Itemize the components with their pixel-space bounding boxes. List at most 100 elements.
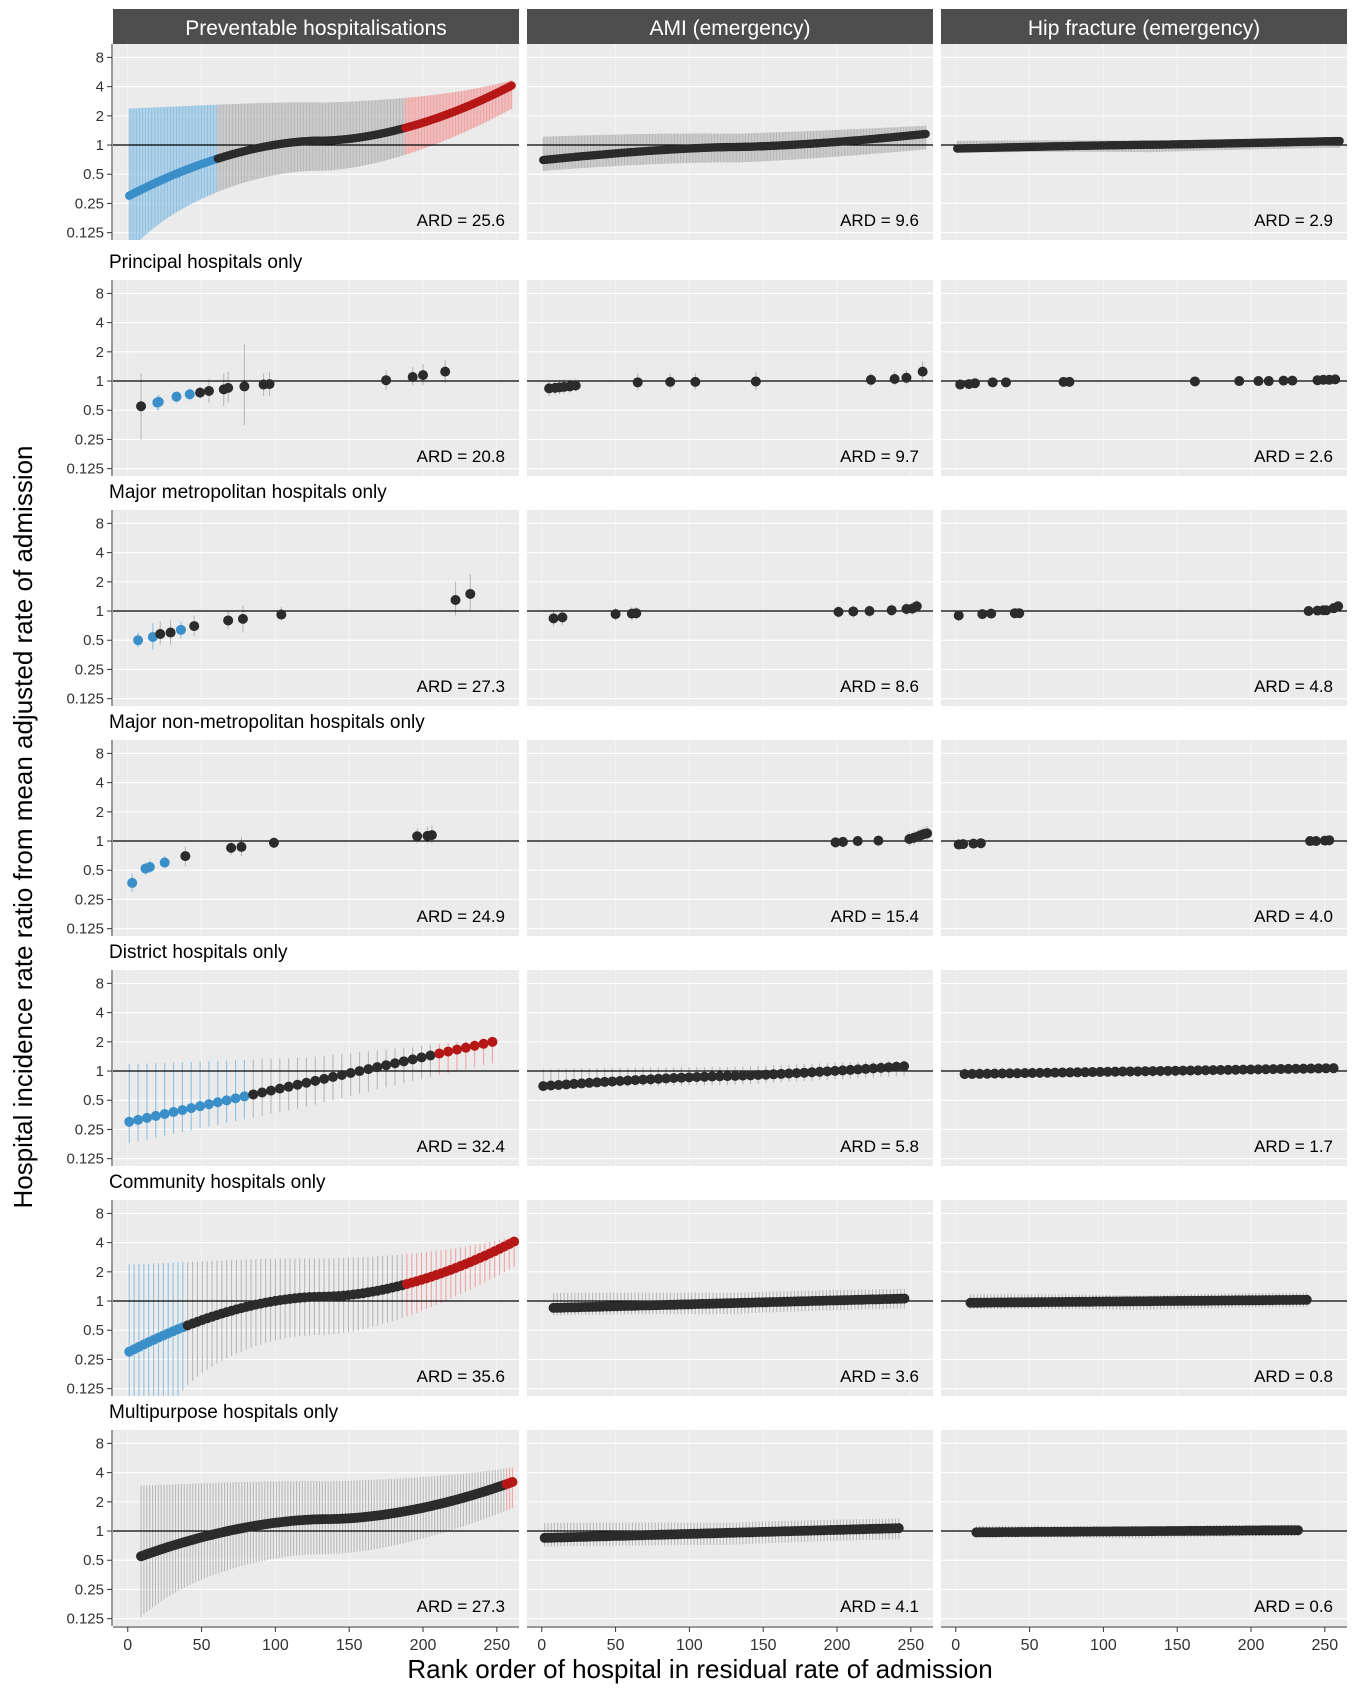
x-tick-label: 250 xyxy=(1312,1637,1339,1654)
data-point xyxy=(745,1070,756,1081)
data-point xyxy=(1287,375,1298,386)
data-point xyxy=(226,842,237,853)
data-point xyxy=(319,1073,330,1084)
data-point xyxy=(230,1093,241,1104)
data-point xyxy=(901,372,912,383)
ard-label: ARD = 2.6 xyxy=(1254,447,1333,466)
ard-label: ARD = 24.9 xyxy=(417,907,505,926)
data-point xyxy=(917,366,928,377)
panel-background xyxy=(113,280,519,476)
data-point xyxy=(283,1081,294,1092)
facet-strip-2 xyxy=(527,9,933,45)
y-tick-label: 8 xyxy=(96,975,104,992)
data-point xyxy=(1170,1065,1181,1076)
data-point xyxy=(1065,1067,1076,1078)
ard-label: ARD = 0.8 xyxy=(1254,1367,1333,1386)
data-point xyxy=(545,1080,556,1091)
x-axis-col-3: 0 50 100 150 200 250 xyxy=(941,1626,1347,1654)
x-tick-label: 100 xyxy=(262,1637,289,1654)
panel-r2-c3: ARD = 2.6 xyxy=(941,280,1347,476)
data-point xyxy=(873,835,884,846)
data-point xyxy=(363,1064,374,1075)
data-point xyxy=(997,1068,1008,1079)
data-point xyxy=(1301,1294,1312,1305)
ard-label: ARD = 4.1 xyxy=(840,1597,919,1616)
data-point xyxy=(425,1050,436,1061)
panel-r1-c1: ARD = 25.6 xyxy=(113,44,519,240)
x-tick-label: 250 xyxy=(484,1637,511,1654)
data-point xyxy=(1004,1068,1015,1079)
y-tick-label: 4 xyxy=(96,1235,104,1252)
data-point xyxy=(1087,1067,1098,1078)
y-tick-label: 0.5 xyxy=(83,166,104,183)
data-point xyxy=(975,838,986,849)
y-tick-label: 1 xyxy=(96,603,104,620)
panel-r2-c2: ARD = 9.7 xyxy=(527,280,933,476)
data-point xyxy=(1238,1064,1249,1075)
data-point xyxy=(986,608,997,619)
data-point xyxy=(292,1079,303,1090)
data-point xyxy=(1263,376,1274,387)
data-point xyxy=(883,1062,894,1073)
data-point xyxy=(507,1477,518,1488)
data-point xyxy=(665,376,676,387)
y-tick-label: 4 xyxy=(96,1465,104,1482)
data-point xyxy=(968,838,979,849)
data-point xyxy=(699,1071,710,1082)
data-point xyxy=(1162,1065,1173,1076)
ard-label: ARD = 5.8 xyxy=(840,1137,919,1156)
data-point xyxy=(239,381,250,392)
data-point xyxy=(189,621,200,632)
data-point xyxy=(837,1065,848,1076)
data-point xyxy=(845,1064,856,1075)
x-tick-label: 0 xyxy=(951,1637,960,1654)
data-point xyxy=(195,1101,206,1112)
y-tick-label: 0.25 xyxy=(75,1351,104,1368)
data-point xyxy=(155,628,166,639)
data-point xyxy=(837,836,848,847)
data-point xyxy=(127,877,138,888)
panel-r3-c2: ARD = 8.6 xyxy=(527,510,933,706)
data-point xyxy=(440,366,451,377)
data-point xyxy=(548,613,559,624)
data-point xyxy=(1027,1068,1038,1079)
panel-r1-c2: ARD = 9.6 xyxy=(527,44,933,240)
data-point xyxy=(1230,1064,1241,1075)
y-tick-label: 1 xyxy=(96,373,104,390)
data-point xyxy=(381,375,392,386)
data-point xyxy=(631,608,642,619)
data-point xyxy=(570,380,581,391)
data-point xyxy=(645,1074,656,1085)
data-point xyxy=(144,861,155,872)
y-tick-label: 4 xyxy=(96,315,104,332)
y-tick-label: 0.5 xyxy=(83,632,104,649)
y-tick-label: 0.125 xyxy=(66,225,104,242)
facet-strip-label-1: Preventable hospitalisations xyxy=(185,17,447,40)
y-tick-label: 2 xyxy=(96,574,104,591)
data-point xyxy=(977,609,988,620)
data-point xyxy=(1253,376,1264,387)
data-point xyxy=(450,594,461,605)
row-title-4: Major non-metropolitan hospitals only xyxy=(109,712,425,733)
y-tick-label: 0.125 xyxy=(66,921,104,938)
data-point xyxy=(852,836,863,847)
panel-r7-c3: ARD = 0.6 xyxy=(941,1430,1347,1626)
data-point xyxy=(223,615,234,626)
data-point xyxy=(615,1075,626,1086)
data-point xyxy=(336,1069,347,1080)
data-point xyxy=(893,1523,904,1534)
data-point xyxy=(830,837,841,848)
panel-background xyxy=(113,1430,519,1626)
y-tick-label: 1 xyxy=(96,137,104,154)
y-tick-label: 2 xyxy=(96,108,104,125)
data-point xyxy=(989,1068,1000,1079)
y-tick-label: 2 xyxy=(96,804,104,821)
data-point xyxy=(389,1058,400,1069)
data-point xyxy=(1019,1068,1030,1079)
data-point xyxy=(1333,601,1344,612)
data-point xyxy=(691,1071,702,1082)
data-point xyxy=(175,624,186,635)
data-point xyxy=(958,839,969,850)
y-tick-label: 0.125 xyxy=(66,461,104,478)
panel-r6-c1: ARD = 35.6 xyxy=(113,1200,520,1396)
